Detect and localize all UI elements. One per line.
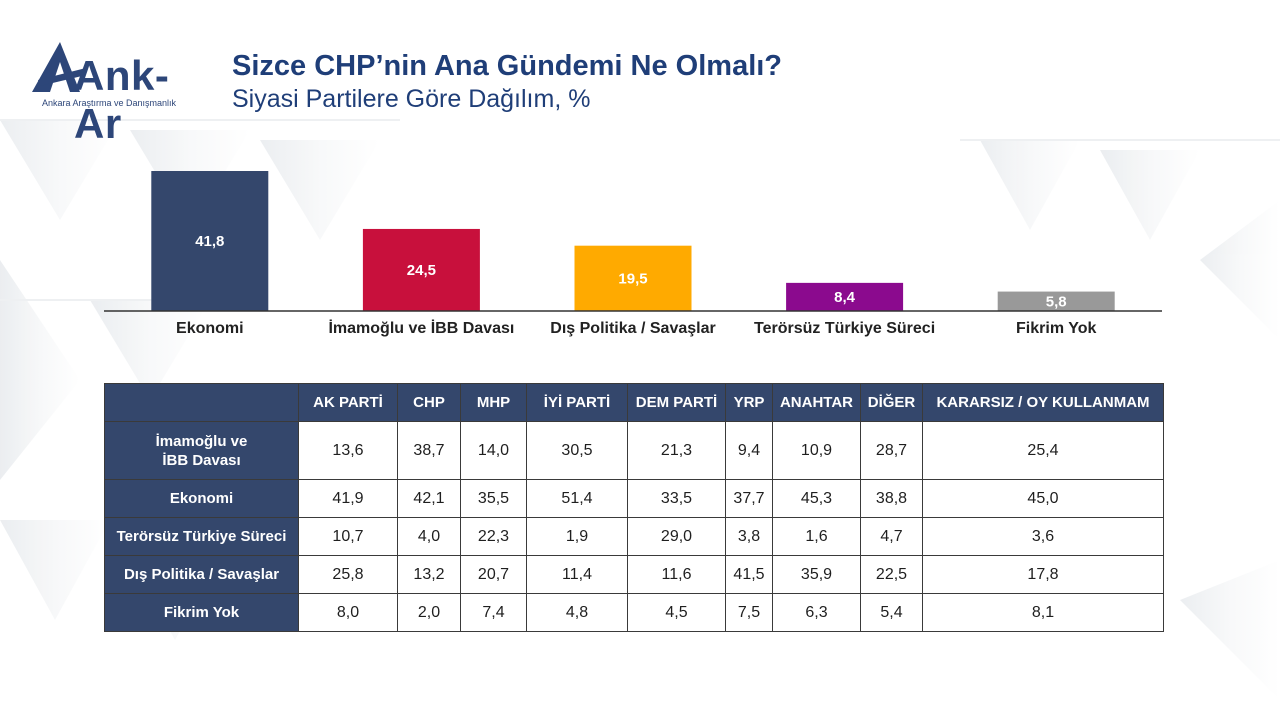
table-cell: 35,9 (772, 555, 861, 594)
table-cell: 41,5 (725, 555, 773, 594)
table-cell: 10,7 (298, 517, 398, 556)
table-cell: 22,5 (860, 555, 923, 594)
table-cell: 38,8 (860, 479, 923, 518)
category-label: Dış Politika / Savaşlar (550, 320, 715, 337)
page-subtitle: Siyasi Partilere Göre Dağılım, % (232, 85, 591, 113)
column-header-diger: DİĞER (860, 383, 923, 422)
table-cell: 35,5 (460, 479, 527, 518)
table-cell: 45,3 (772, 479, 861, 518)
table-cell: 41,9 (298, 479, 398, 518)
table-cell: 11,6 (627, 555, 726, 594)
table-cell: 4,5 (627, 593, 726, 632)
category-label: İmamoğlu ve İBB Davası (328, 319, 514, 337)
table-cell: 11,4 (526, 555, 628, 594)
row-header-line: İBB Davası (162, 451, 241, 469)
table-cell: 10,9 (772, 421, 861, 480)
bar-terorsuz-turkiye-sureci (786, 282, 904, 311)
bar-chart: 41,8 Ekonomi 24,5 İmamoğlu ve İBB Davası 19,… (104, 171, 1162, 337)
bar-ekonomi (151, 171, 269, 311)
bar-value-label: 24,5 (407, 262, 436, 279)
bar-value-label: 41,8 (195, 233, 224, 250)
table-cell: 28,7 (860, 421, 923, 480)
page-title: Sizce CHP’nin Ana Gündemi Ne Olmalı? (232, 50, 783, 82)
bar-fikrim-yok (997, 291, 1115, 311)
row-header: Dış Politika / Savaşlar (104, 555, 299, 594)
table-cell: 42,1 (397, 479, 461, 518)
column-header-iyi-parti: İYİ PARTİ (526, 383, 628, 422)
table-row: Ekonomi 41,9 42,1 35,5 51,4 33,5 37,7 45,3 38,8 4… (104, 479, 1164, 518)
bar-value-label: 5,8 (1046, 293, 1067, 310)
column-header-ak-parti: AK PARTİ (298, 383, 398, 422)
table-cell: 20,7 (460, 555, 527, 594)
table-cell: 13,2 (397, 555, 461, 594)
ankar-logo-tagline: Ankara Araştırma ve Danışmanlık (42, 98, 177, 108)
column-header-dem-parti: DEM PARTİ (627, 383, 726, 422)
ankar-logo-mark-icon (32, 42, 86, 92)
table-cell: 1,9 (526, 517, 628, 556)
table-cell: 51,4 (526, 479, 628, 518)
table-header-row: AK PARTİ CHP MHP İYİ PARTİ DEM PARTİ YRP… (104, 383, 1164, 422)
table-corner-cell (104, 383, 299, 422)
table-cell: 6,3 (772, 593, 861, 632)
table-row: Terörsüz Türkiye Süreci 10,7 4,0 22,3 1,9 29,… (104, 517, 1164, 556)
column-header-kararsiz: KARARSIZ / OY KULLANMAM (922, 383, 1164, 422)
table-cell: 4,7 (860, 517, 923, 556)
bar-dis-politika-savaslar (574, 245, 692, 311)
ankar-logo-word: Ank-Ar (74, 52, 170, 147)
table-cell: 4,8 (526, 593, 628, 632)
table-cell: 7,5 (725, 593, 773, 632)
table-cell: 21,3 (627, 421, 726, 480)
bar-value-label: 8,4 (834, 289, 856, 306)
row-header: İmamoğlu ve İBB Davası (104, 421, 299, 480)
table-cell: 14,0 (460, 421, 527, 480)
header: Sizce CHP’nin Ana Gündemi Ne Olmalı? Siy… (232, 50, 782, 114)
category-label: Fikrim Yok (1016, 320, 1096, 337)
table-cell: 37,7 (725, 479, 773, 518)
column-header-anahtar: ANAHTAR (772, 383, 861, 422)
table-cell: 3,6 (922, 517, 1164, 556)
table-row: Dış Politika / Savaşlar 25,8 13,2 20,7 11,4 1… (104, 555, 1164, 594)
table-cell: 2,0 (397, 593, 461, 632)
table-cell: 9,4 (725, 421, 773, 480)
table-cell: 29,0 (627, 517, 726, 556)
table-cell: 1,6 (772, 517, 861, 556)
table-cell: 22,3 (460, 517, 527, 556)
table-cell: 17,8 (922, 555, 1164, 594)
breakdown-table: AK PARTİ CHP MHP İYİ PARTİ DEM PARTİ YRP… (104, 383, 1164, 632)
column-header-mhp: MHP (460, 383, 527, 422)
table-cell: 45,0 (922, 479, 1164, 518)
table-cell: 5,4 (860, 593, 923, 632)
table-row: Fikrim Yok 8,0 2,0 7,4 4,8 4,5 7,5 6,3 5,4 8,1 (104, 593, 1164, 632)
table-cell: 7,4 (460, 593, 527, 632)
row-header-line: İmamoğlu ve (155, 432, 248, 450)
table-body: İmamoğlu ve İBB Davası 13,6 38,7 14,0 30,5 21,… (104, 421, 1164, 632)
bar-group: 41,8 Ekonomi 24,5 İmamoğlu ve İBB Davası 19,… (151, 171, 1115, 337)
ankar-logo: Ank-Ar Ankara Araştırma ve Danışmanlık (30, 40, 205, 147)
bar-imamoglu-ve-ibb-davasi (362, 228, 480, 311)
column-header-chp: CHP (397, 383, 461, 422)
table-cell: 8,0 (298, 593, 398, 632)
table-cell: 25,8 (298, 555, 398, 594)
bar-value-label: 19,5 (618, 270, 647, 287)
table-cell: 25,4 (922, 421, 1164, 480)
category-label: Ekonomi (176, 320, 244, 337)
table-cell: 8,1 (922, 593, 1164, 632)
row-header: Terörsüz Türkiye Süreci (104, 517, 299, 556)
table-cell: 30,5 (526, 421, 628, 480)
table-cell: 4,0 (397, 517, 461, 556)
table-cell: 3,8 (725, 517, 773, 556)
row-header: Fikrim Yok (104, 593, 299, 632)
table-cell: 13,6 (298, 421, 398, 480)
table-cell: 38,7 (397, 421, 461, 480)
table-row: İmamoğlu ve İBB Davası 13,6 38,7 14,0 30,5 21,… (104, 421, 1164, 480)
table-cell: 33,5 (627, 479, 726, 518)
row-header: Ekonomi (104, 479, 299, 518)
category-label: Terörsüz Türkiye Süreci (754, 320, 935, 337)
column-header-yrp: YRP (725, 383, 773, 422)
